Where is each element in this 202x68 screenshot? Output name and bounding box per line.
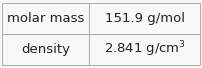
Text: 151.9 g/mol: 151.9 g/mol: [105, 12, 185, 25]
Text: molar mass: molar mass: [7, 12, 84, 25]
Text: 2.841 g/cm$^3$: 2.841 g/cm$^3$: [103, 40, 186, 59]
Text: density: density: [21, 43, 70, 56]
